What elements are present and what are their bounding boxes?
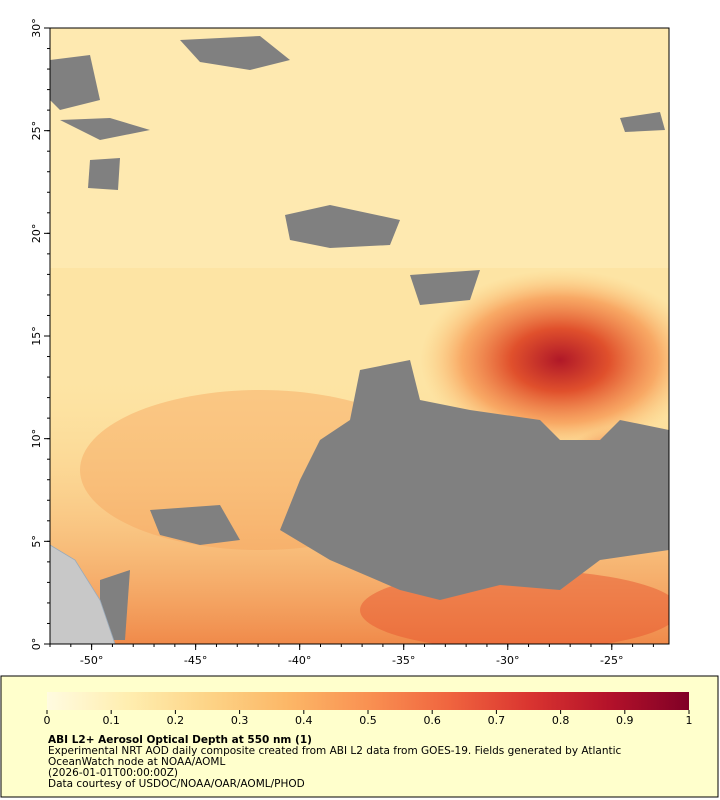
lon-tick-label: -35° bbox=[392, 654, 415, 667]
lon-tick-label: -45° bbox=[184, 654, 207, 667]
lat-tick-label: 5° bbox=[30, 535, 43, 548]
lat-tick-label: 0° bbox=[30, 638, 43, 651]
caption-title: ABI L2+ Aerosol Optical Depth at 550 nm … bbox=[48, 734, 312, 746]
lon-tick-label: -40° bbox=[288, 654, 311, 667]
colorbar-tick-label: 0.6 bbox=[423, 714, 441, 727]
colorbar-tick-label: 0.3 bbox=[231, 714, 249, 727]
colorbar bbox=[47, 692, 689, 710]
colorbar-tick-label: 0.5 bbox=[359, 714, 377, 727]
colorbar-tick-label: 1 bbox=[686, 714, 693, 727]
colorbar-tick-label: 0.2 bbox=[167, 714, 185, 727]
map-image bbox=[50, 28, 669, 644]
axes: -50° -45° -40° -35° -30° -25° 0° 5° 10° 15° 20° 25°… bbox=[30, 18, 654, 667]
colorbar-tick-label: 0.1 bbox=[102, 714, 120, 727]
lon-tick-label: -25° bbox=[600, 654, 623, 667]
colorbar-tick-label: 0 bbox=[44, 714, 51, 727]
colorbar-tick-label: 0.4 bbox=[295, 714, 313, 727]
colorbar-axis: 0 0.1 0.2 0.3 0.4 0.5 0.6 0.7 0.8 0.9 1 bbox=[44, 710, 693, 727]
caption-line: Data courtesy of USDOC/NOAA/OAR/AOML/PHO… bbox=[48, 778, 305, 790]
colorbar-tick-label: 0.9 bbox=[616, 714, 634, 727]
colorbar-tick-label: 0.8 bbox=[552, 714, 570, 727]
lat-tick-label: 25° bbox=[30, 121, 43, 141]
caption-line: Experimental NRT AOD daily composite cre… bbox=[48, 745, 622, 757]
lat-tick-label: 30° bbox=[30, 18, 43, 38]
lat-tick-label: 15° bbox=[30, 326, 43, 346]
caption-line: (2026-01-01T00:00:00Z) bbox=[48, 767, 178, 779]
caption-line: OceanWatch node at NOAA/AOML bbox=[48, 756, 225, 768]
lat-tick-label: 10° bbox=[30, 429, 43, 449]
lon-tick-label: -50° bbox=[80, 654, 103, 667]
lon-tick-label: -30° bbox=[496, 654, 519, 667]
colorbar-tick-label: 0.7 bbox=[488, 714, 506, 727]
lat-tick-label: 20° bbox=[30, 224, 43, 244]
